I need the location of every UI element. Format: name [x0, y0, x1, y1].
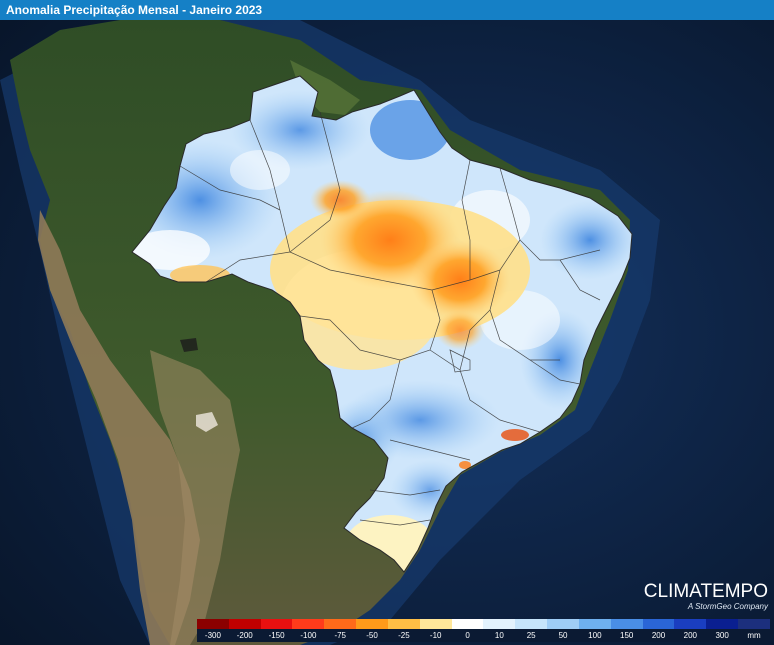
legend-label: 100 [588, 631, 602, 640]
brand-name: CLIMATEMPO [643, 581, 768, 602]
legend-swatch [419, 619, 452, 629]
legend-label: -75 [334, 631, 346, 640]
legend-swatch [197, 619, 229, 629]
legend-swatch [387, 619, 420, 629]
legend-swatch [292, 619, 325, 629]
color-legend: -300 -200 -150 -100 -75 -50 -25 -10 0 10 25 50 100 15… [197, 619, 770, 642]
legend-swatch [738, 619, 770, 629]
climatempo-logo: CLIMATEMPO A StormGeo Company [644, 582, 768, 612]
legend-label: 50 [558, 631, 568, 640]
andes-region [38, 210, 200, 645]
legend-label: 0 [465, 631, 470, 640]
legend-label: 10 [494, 631, 504, 640]
legend-label: 200 [651, 631, 666, 640]
legend-labels: -300 -200 -150 -100 -75 -50 -25 -10 0 10 25 50 100 15… [197, 629, 770, 642]
legend-swatch [674, 619, 707, 629]
map-title: Anomalia Precipitação Mensal - Janeiro 2… [0, 0, 774, 20]
legend-swatch [356, 619, 388, 629]
legend-swatch [515, 619, 548, 629]
legend-label: -10 [429, 631, 442, 640]
state-borders [179, 111, 601, 526]
map-canvas [0, 20, 774, 645]
legend-label: 200 [683, 631, 698, 640]
lake-titicaca [180, 338, 198, 352]
legend-swatch [483, 619, 516, 629]
legend-swatches [197, 619, 770, 629]
legend-label: 300 [715, 631, 729, 640]
salt-flat [196, 412, 218, 432]
brand-tagline: A StormGeo Company [687, 602, 768, 611]
altiplano-region [150, 350, 240, 645]
legend-label: 150 [620, 631, 634, 640]
legend-swatch [324, 619, 357, 629]
brazil-outline [131, 75, 633, 573]
legend-swatch [547, 619, 579, 629]
legend-swatch [451, 619, 484, 629]
guiana-highlands [290, 60, 360, 115]
legend-swatch [642, 619, 675, 629]
legend-swatch [706, 619, 739, 629]
legend-label: -100 [300, 631, 317, 640]
precipitation-anomaly-map [0, 20, 774, 645]
legend-label: -50 [366, 631, 378, 640]
legend-label: -200 [236, 631, 253, 640]
legend-swatch [260, 619, 293, 629]
legend-swatch [610, 619, 643, 629]
legend-label: mm [747, 631, 761, 640]
legend-swatch [228, 619, 261, 629]
legend-label: -25 [398, 631, 410, 640]
legend-label: -150 [268, 631, 285, 640]
legend-label: -300 [204, 631, 221, 640]
legend-label: 25 [526, 631, 536, 640]
legend-swatch [578, 619, 611, 629]
